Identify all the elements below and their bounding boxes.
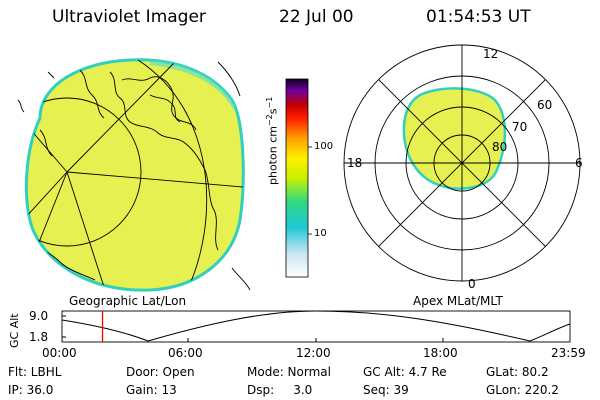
apex-caption: Apex MLat/MLT [413, 294, 503, 308]
alt-xtick-2359: 23:59 [551, 346, 586, 360]
geographic-disk [17, 58, 251, 292]
alt-xtick-1800: 18:00 [423, 346, 458, 360]
date-label: 22 Jul 00 [279, 7, 354, 27]
info-seq: Seq: 39 [363, 383, 409, 397]
info-glon: GLon: 220.2 [486, 383, 559, 397]
polar-plot [343, 44, 581, 282]
instrument-title: Ultraviolet Imager [52, 7, 206, 27]
alt-ytick-low: 1.8 [29, 330, 49, 344]
colorbar-tick-100: 100 [314, 141, 334, 152]
colorbar-unit-label: photon cm−2s−1 [265, 96, 280, 185]
info-gcalt: GC Alt: 4.7 Re [363, 365, 447, 379]
info-ip: IP: 36.0 [8, 383, 54, 397]
alt-xtick-0000: 00:00 [42, 346, 77, 360]
mlt-label-18: 18 [347, 156, 363, 170]
info-mode: Mode: Normal [247, 365, 331, 379]
altitude-plot [61, 310, 571, 343]
alt-xtick-1200: 12:00 [296, 346, 331, 360]
time-label: 01:54:53 UT [426, 7, 531, 27]
alt-ylabel: GC Alt [8, 313, 21, 348]
mlat-label-80: 80 [492, 140, 508, 154]
info-flt: Flt: LBHL [8, 365, 62, 379]
colorbar-tick-10: 10 [314, 228, 327, 239]
info-glat: GLat: 80.2 [486, 365, 549, 379]
mlat-label-60: 60 [537, 98, 553, 112]
mlt-label-6: 6 [575, 156, 583, 170]
info-dsp: Dsp: 3.0 [247, 383, 313, 397]
geographic-caption: Geographic Lat/Lon [69, 294, 187, 308]
mlat-label-70: 70 [512, 120, 528, 134]
mlt-label-12: 12 [483, 47, 499, 61]
alt-xtick-0600: 06:00 [168, 346, 203, 360]
mlt-label-0: 0 [468, 277, 476, 291]
info-gain: Gain: 13 [126, 383, 177, 397]
info-door: Door: Open [126, 365, 195, 379]
colorbar [285, 78, 309, 278]
alt-ytick-high: 9.0 [29, 309, 49, 323]
